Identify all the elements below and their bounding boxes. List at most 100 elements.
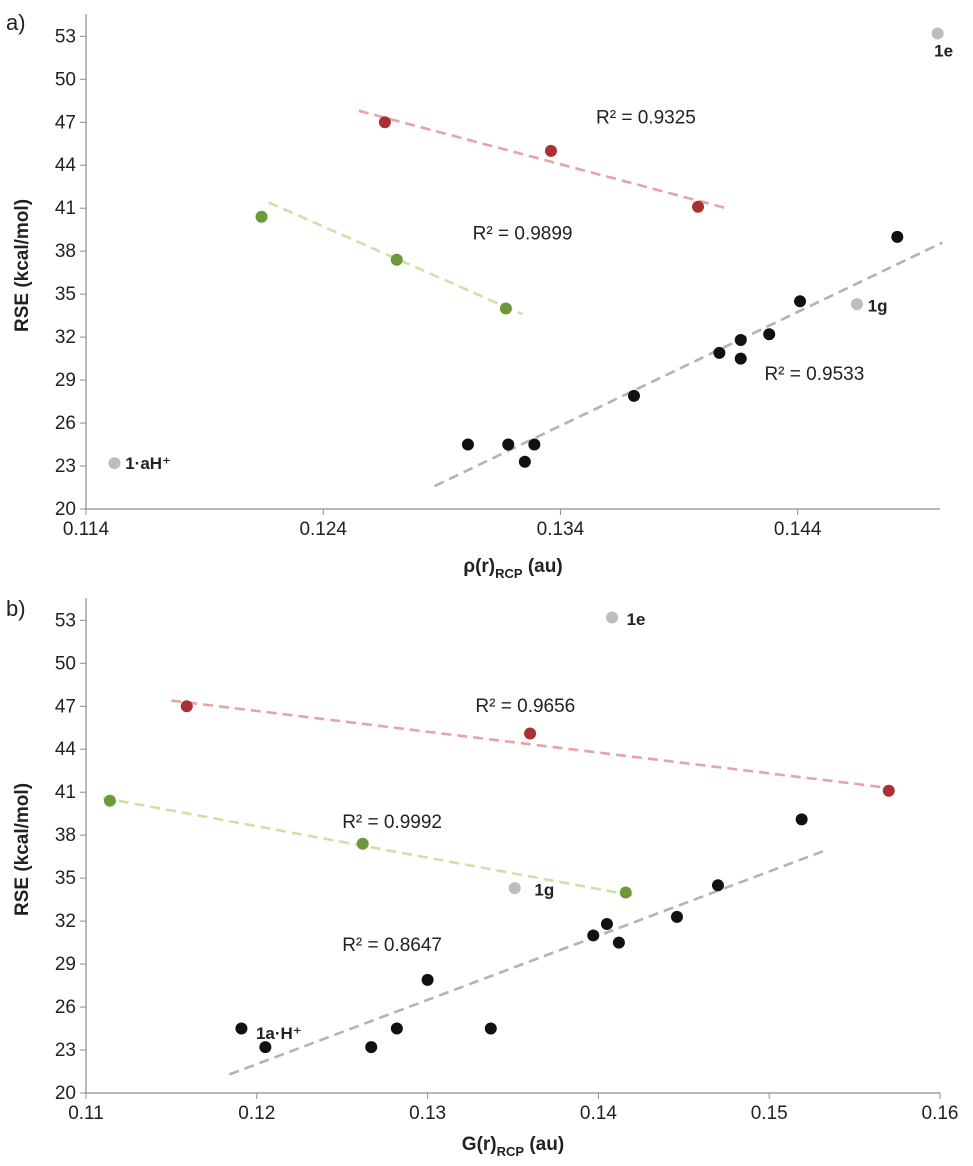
y-axis-label: RSE (kcal/mol) [12,199,33,332]
data-point [670,910,683,923]
data-point [235,1022,248,1035]
r-squared-label: R² = 0.9992 [342,812,442,833]
data-point [713,346,726,359]
data-point [627,389,640,402]
y-tick-label: 47 [55,112,76,133]
y-tick-label: 20 [55,499,76,520]
data-point [600,917,613,930]
r-squared-label: R² = 0.8647 [342,935,442,956]
data-point [421,973,434,986]
y-tick-label: 53 [55,610,76,631]
y-tick-label: 38 [55,825,76,846]
data-point [606,611,619,624]
data-point [378,116,391,129]
data-point [882,784,895,797]
x-tick-label: 0.12 [238,1103,275,1124]
data-point [499,302,512,315]
data-point [259,1041,272,1054]
y-tick-label: 38 [55,241,76,262]
data-point [255,210,268,223]
x-tick-label: 0.15 [751,1103,788,1124]
x-tick-label: 0.14 [580,1103,617,1124]
data-point [103,794,116,807]
panel-label: a) [6,10,26,35]
data-point [544,144,557,157]
point-annotation: 1e [627,610,646,629]
data-point [850,298,863,311]
data-point [508,882,521,895]
trend-line [229,849,825,1076]
data-point [518,455,531,468]
y-tick-label: 20 [55,1083,76,1104]
data-point [390,253,403,266]
x-tick-label: 0.16 [922,1103,959,1124]
y-tick-label: 41 [55,198,76,219]
point-annotation: 1e [934,42,953,61]
data-point [794,295,807,308]
r-squared-label: R² = 0.9656 [475,696,575,717]
data-point [528,438,541,451]
data-point [931,27,944,40]
data-point [108,457,121,470]
x-tick-label: 0.13 [409,1103,446,1124]
y-tick-label: 29 [55,954,76,975]
y-tick-label: 41 [55,782,76,803]
x-tick-label: 0.144 [774,519,822,540]
r-squared-label: R² = 0.9899 [473,224,573,245]
data-point [711,879,724,892]
y-tick-label: 26 [55,413,76,434]
chart-panel-1: 20 23 26 29 32 35 38 41 44 47 50 53 0.114 0.124 0.134 0… [6,10,953,581]
panel-label: b) [6,596,26,621]
y-tick-label: 53 [55,26,76,47]
y-tick-label: 29 [55,370,76,391]
y-axis-label: RSE (kcal/mol) [12,783,33,916]
data-point [734,352,747,365]
y-tick-label: 23 [55,456,76,477]
y-tick-label: 26 [55,997,76,1018]
data-point [891,230,904,243]
trend-line [268,201,524,316]
data-point [524,727,537,740]
y-tick-label: 35 [55,284,76,305]
y-tick-label: 44 [55,155,77,176]
data-point [763,328,776,341]
x-tick-label: 0.11 [68,1103,104,1124]
r-squared-label: R² = 0.9533 [764,364,864,385]
x-tick-label: 0.124 [299,519,347,540]
data-point [612,936,625,949]
trend-line [102,796,633,897]
data-point [356,837,369,850]
y-tick-label: 23 [55,1040,76,1061]
point-annotation: 1g [868,297,888,316]
y-tick-label: 32 [55,911,76,932]
y-tick-label: 47 [55,696,76,717]
data-point [692,200,705,213]
data-point [734,333,747,346]
x-axis-label: ρ(r)RCP (au) [463,556,562,581]
point-annotation: 1a·H⁺ [256,1024,302,1043]
data-point [587,929,600,942]
r-squared-label: R² = 0.9325 [596,108,696,129]
data-point [180,700,193,713]
data-point [619,886,632,899]
x-tick-label: 0.114 [63,519,110,540]
trend-line [434,241,943,488]
y-tick-label: 44 [55,739,77,760]
x-tick-label: 0.134 [537,519,585,540]
data-point [390,1022,403,1035]
data-point [795,813,808,826]
data-point [502,438,515,451]
x-axis-label: G(r)RCP (au) [462,1134,564,1159]
y-tick-label: 50 [55,69,76,90]
y-tick-label: 35 [55,868,76,889]
y-tick-label: 32 [55,327,76,348]
data-point [484,1022,497,1035]
chart-panel-2: 20 23 26 29 32 35 38 41 44 47 50 53 0.11 0.12 0.13 0.14… [6,596,958,1159]
point-annotation: 1·aH⁺ [125,454,171,473]
point-annotation: 1g [534,881,554,900]
data-point [461,438,474,451]
trend-line [171,699,889,790]
y-tick-label: 50 [55,653,76,674]
data-point [365,1041,378,1054]
